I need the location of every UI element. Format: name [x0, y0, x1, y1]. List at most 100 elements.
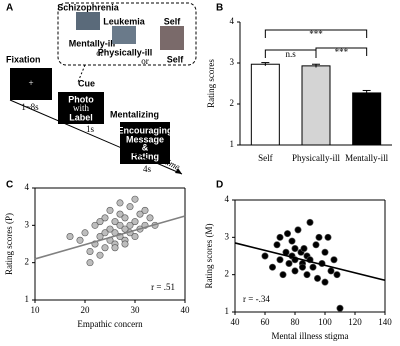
point — [101, 244, 109, 252]
screen-text: Label — [69, 112, 93, 122]
y-tick-label: 1 — [225, 306, 230, 316]
point — [101, 229, 109, 237]
point — [101, 214, 109, 222]
significance-label: *** — [335, 47, 349, 57]
y-tick-label: 4 — [225, 194, 230, 204]
x-tick-label: Mentally-ill — [345, 153, 388, 163]
point — [312, 241, 320, 249]
y-tick-label: 3 — [230, 57, 235, 67]
point — [330, 256, 338, 264]
time-axis — [9, 99, 183, 175]
point — [321, 248, 329, 256]
point — [300, 245, 308, 253]
correlation-label: r = -.34 — [243, 294, 270, 304]
photo-label: Schizophrenia — [57, 2, 120, 12]
point — [336, 304, 344, 312]
y-tick-label: 4 — [230, 16, 235, 26]
point — [96, 251, 104, 259]
x-tick-label: 140 — [378, 317, 392, 327]
step-title: Cue — [78, 78, 95, 88]
point — [288, 237, 296, 245]
y-tick-label: 4 — [25, 182, 30, 192]
duration: 1~8s — [21, 102, 39, 112]
point — [131, 233, 139, 241]
point — [86, 259, 94, 267]
point — [106, 206, 114, 214]
x-tick-label: 30 — [131, 305, 141, 315]
point — [116, 210, 124, 218]
bar — [352, 92, 382, 146]
screen-text: & — [142, 142, 149, 152]
panel-label: B — [216, 3, 223, 14]
point — [96, 218, 104, 226]
panel-label: C — [6, 180, 13, 191]
significance-label: n.s — [286, 49, 297, 59]
point — [279, 271, 287, 279]
arrow-head — [175, 168, 182, 174]
x-tick-label: 40 — [181, 305, 191, 315]
point — [283, 230, 291, 238]
bar — [250, 63, 280, 146]
screen-text: Rating — [131, 151, 159, 161]
x-tick-label: Physically-ill — [292, 153, 340, 163]
point — [121, 240, 129, 248]
point — [126, 221, 134, 229]
duration: 1s — [86, 124, 95, 134]
point — [131, 218, 139, 226]
point — [321, 278, 329, 286]
example-name: Self — [167, 54, 185, 64]
significance-bracket — [315, 47, 368, 56]
point — [111, 218, 119, 226]
y-tick-label: 1 — [25, 294, 30, 304]
significance-bracket — [264, 29, 368, 38]
point — [303, 271, 311, 279]
point — [116, 199, 124, 207]
screen — [10, 68, 52, 100]
fixation-cross: + — [28, 78, 33, 88]
photo-label: Leukemia — [103, 16, 146, 26]
example-name: Physically-ill — [98, 47, 153, 57]
y-tick-label: 2 — [230, 98, 235, 108]
panel-a: A Schizophrenia Mentally-ill or Leukemia… — [6, 2, 197, 175]
y-axis-label: Rating scores (M) — [204, 224, 214, 289]
x-axis-label: Empathic concern — [77, 319, 143, 329]
point — [309, 263, 317, 271]
point — [285, 259, 293, 267]
y-tick-label: 1 — [230, 139, 235, 149]
point — [81, 229, 89, 237]
point — [324, 233, 332, 241]
step-title: Fixation — [6, 54, 41, 64]
point — [333, 271, 341, 279]
point — [261, 252, 269, 260]
point — [276, 233, 284, 241]
point — [111, 244, 119, 252]
fit-line — [234, 242, 386, 282]
photo-label: Self — [164, 16, 182, 26]
y-axis-label: Rating scores — [206, 59, 216, 108]
step-title: Mentalizing — [110, 109, 159, 119]
y-tick-label: 2 — [25, 257, 30, 267]
screen-text: Photo — [68, 94, 94, 104]
x-tick-label: 120 — [348, 317, 362, 327]
point — [313, 274, 321, 282]
duration: 4s — [143, 164, 152, 174]
y-axis-label: Rating scores (P) — [4, 213, 14, 275]
point — [315, 233, 323, 241]
x-tick-label: 100 — [318, 317, 332, 327]
screen-text: with — [73, 103, 90, 113]
point — [276, 256, 284, 264]
example-box — [57, 2, 197, 66]
separator: or — [96, 48, 104, 58]
x-tick-label: 40 — [231, 317, 241, 327]
point — [268, 263, 276, 271]
x-axis-label: Mental illness stigma — [272, 331, 349, 341]
point — [121, 225, 129, 233]
point — [131, 195, 139, 203]
photo — [160, 26, 184, 50]
point — [66, 233, 74, 241]
panel-label: D — [216, 180, 223, 191]
x-tick-label: 80 — [291, 317, 301, 327]
point — [136, 210, 144, 218]
y-tick-label: 3 — [25, 219, 30, 229]
x-tick-label: Self — [258, 153, 273, 163]
